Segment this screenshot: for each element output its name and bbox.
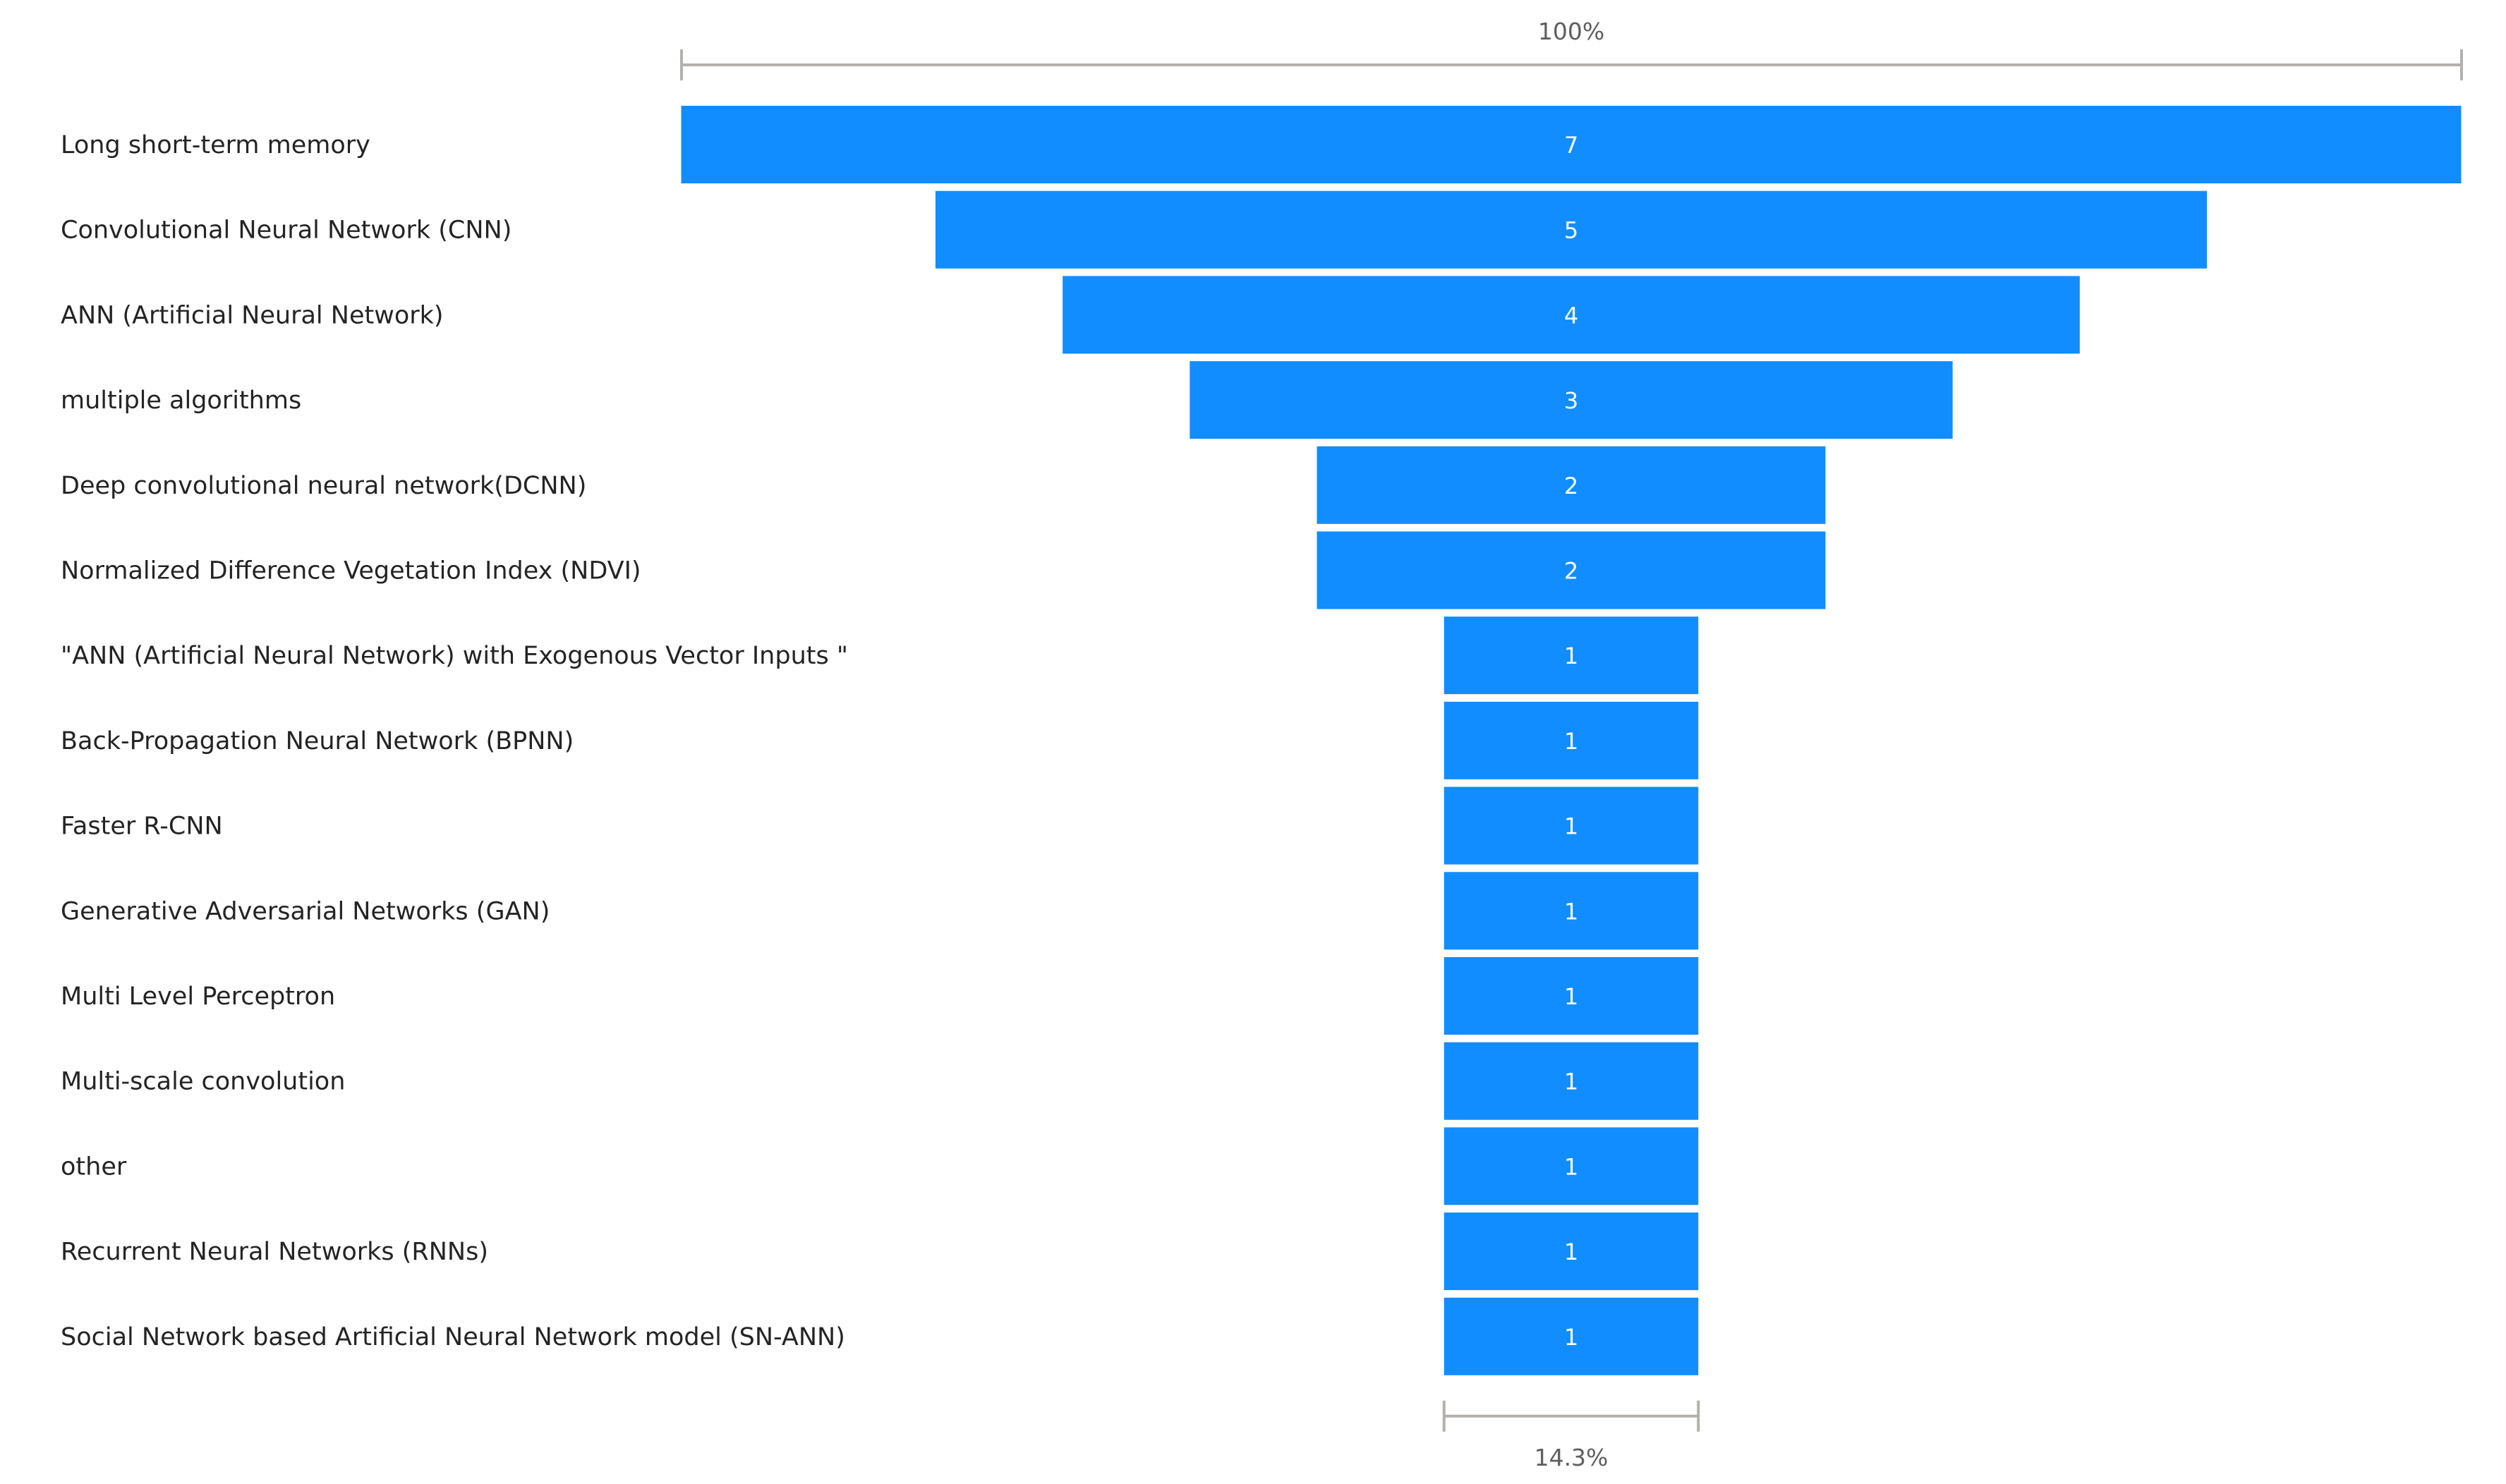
funnel-bar[interactable] — [1190, 361, 1953, 439]
category-label: Long short-term memory — [61, 131, 370, 159]
category-label: Back-Propagation Neural Network (BPNN) — [61, 727, 574, 755]
category-label: ANN (Artificial Neural Network) — [61, 301, 444, 329]
category-labels: Long short-term memory Convolutional Neur… — [61, 131, 848, 1351]
bar-value-label: 1 — [1564, 1239, 1578, 1265]
category-label: Faster R-CNN — [61, 813, 223, 841]
category-label: Deep convolutional neural network(DCNN) — [61, 472, 586, 500]
funnel-bar[interactable] — [1443, 616, 1699, 695]
funnel-bar[interactable] — [1443, 957, 1699, 1035]
funnel-bars — [681, 106, 2462, 1375]
bar-value-label: 3 — [1564, 387, 1578, 414]
category-label: Multi Level Perceptron — [61, 983, 335, 1011]
top-percent-label: 100% — [1538, 18, 1604, 45]
funnel-bar[interactable] — [1443, 786, 1699, 865]
category-label: "ANN (Artificial Neural Network) with Ex… — [61, 642, 848, 670]
bar-value-label: 1 — [1564, 728, 1578, 755]
funnel-bar[interactable] — [681, 106, 2462, 183]
bar-value-label: 2 — [1564, 558, 1578, 585]
bar-value-label: 1 — [1564, 643, 1578, 669]
bar-value-label: 1 — [1564, 1069, 1578, 1095]
value-labels: 7 5 4 3 2 2 1 1 1 1 1 1 1 1 1 — [1564, 132, 1578, 1351]
funnel-bar[interactable] — [1443, 872, 1699, 950]
funnel-bar[interactable] — [1443, 1297, 1699, 1375]
funnel-bar[interactable] — [1063, 276, 2080, 354]
bar-value-label: 5 — [1564, 217, 1578, 244]
bar-value-label: 1 — [1564, 898, 1578, 925]
category-label: multiple algorithms — [61, 387, 301, 415]
funnel-bar[interactable] — [1443, 1212, 1699, 1291]
bar-value-label: 1 — [1564, 1153, 1578, 1180]
funnel-bar[interactable] — [1443, 1042, 1699, 1120]
category-label: Multi-scale convolution — [61, 1068, 345, 1096]
bar-value-label: 4 — [1564, 302, 1578, 329]
bar-value-label: 7 — [1564, 132, 1578, 159]
bar-value-label: 2 — [1564, 473, 1578, 499]
bar-value-label: 1 — [1564, 1324, 1578, 1351]
funnel-bar[interactable] — [1316, 446, 1826, 524]
funnel-bar[interactable] — [1443, 1127, 1699, 1205]
funnel-bar[interactable] — [1316, 531, 1826, 609]
funnel-bar[interactable] — [1443, 701, 1699, 779]
bottom-percent-label: 14.3% — [1535, 1444, 1609, 1471]
bar-value-label: 1 — [1564, 983, 1578, 1010]
top-percent-bracket: 100% — [680, 18, 2463, 80]
funnel-bar[interactable] — [935, 190, 2208, 269]
category-label: Generative Adversarial Networks (GAN) — [61, 897, 550, 925]
category-label: Normalized Difference Vegetation Index (… — [61, 557, 641, 585]
category-label: Recurrent Neural Networks (RNNs) — [61, 1238, 488, 1266]
bottom-percent-bracket: 14.3% — [1442, 1400, 1700, 1471]
category-label: Convolutional Neural Network (CNN) — [61, 217, 512, 245]
category-label: Social Network based Artificial Neural N… — [61, 1323, 845, 1351]
bar-value-label: 1 — [1564, 813, 1578, 840]
category-label: other — [61, 1152, 127, 1181]
